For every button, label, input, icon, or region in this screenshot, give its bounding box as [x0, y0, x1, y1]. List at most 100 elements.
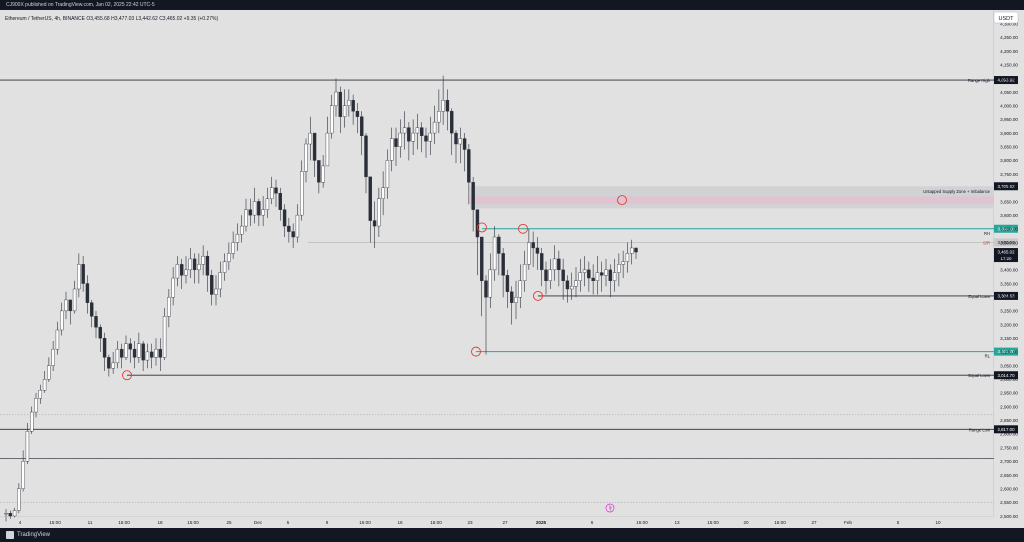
candle — [510, 286, 514, 325]
candle — [424, 127, 428, 158]
candle-body — [535, 247, 540, 254]
candle-body — [582, 269, 587, 273]
candle-body — [124, 343, 128, 358]
y-tick-label: 3,000.00 — [1000, 377, 1018, 382]
candle — [484, 275, 488, 355]
y-tick-label: 3,900.00 — [1000, 131, 1018, 136]
candle-body — [205, 255, 210, 276]
candle-body — [107, 357, 111, 369]
candle — [355, 102, 360, 134]
candle-body — [167, 296, 171, 317]
candle — [347, 89, 351, 117]
candle-body — [428, 132, 432, 142]
candle — [167, 288, 171, 328]
candle — [591, 264, 595, 295]
candle-body — [608, 269, 612, 281]
candle — [162, 308, 167, 361]
candle-body — [257, 201, 261, 216]
candle — [415, 113, 420, 150]
y-tick-label: 3,800.00 — [1000, 158, 1018, 163]
current-price-value: 3,465.02 — [997, 250, 1015, 255]
currency-button[interactable]: USDT — [993, 11, 1019, 24]
candle-body — [252, 201, 257, 216]
candle — [625, 242, 630, 273]
candle-body — [265, 198, 270, 210]
candle-body — [291, 231, 295, 238]
candle-body — [132, 348, 137, 358]
candle-body — [570, 286, 574, 290]
candle — [321, 154, 325, 188]
candle-body — [317, 160, 321, 183]
candle-body — [338, 91, 342, 117]
level-tag-bg — [994, 291, 1018, 300]
candle-body — [218, 272, 222, 290]
candle-body — [197, 264, 201, 271]
level-tag-bg — [994, 425, 1018, 434]
candle — [222, 253, 227, 281]
candle-body — [420, 127, 424, 137]
chart-area[interactable]: Untapped Supply Zone + Imbalance 3,705.62… — [0, 10, 1024, 528]
candle-body — [604, 269, 608, 276]
y-tick-label: 4,250.00 — [1000, 35, 1018, 40]
annotation-circle — [477, 222, 487, 233]
candle-body — [47, 365, 51, 380]
candle — [308, 116, 312, 161]
candle-body — [235, 234, 240, 243]
candle — [312, 132, 317, 177]
candle — [565, 275, 570, 303]
price-chart[interactable]: Untapped Supply Zone + Imbalance 3,705.62… — [0, 10, 1024, 528]
level-price-tag: 3,101.00 — [994, 347, 1018, 356]
y-tick-label: 3,200.00 — [1000, 322, 1018, 327]
candle — [325, 116, 330, 167]
candle — [480, 236, 484, 317]
candle-body — [574, 280, 578, 287]
candle-body — [475, 209, 480, 238]
snapshot-icon[interactable] — [605, 503, 615, 513]
candle-body — [634, 247, 638, 253]
candle-body — [60, 310, 64, 331]
candle — [372, 201, 377, 248]
y-tick-label: 2,600.00 — [1000, 486, 1018, 491]
candle-body — [612, 272, 617, 281]
candle — [450, 108, 454, 155]
candle-body — [552, 258, 557, 271]
candle-body — [21, 461, 25, 489]
sr-price-tag: 3,500.00 — [994, 238, 1018, 247]
candle — [128, 338, 132, 363]
candle-body — [540, 253, 544, 271]
candle-body — [64, 299, 68, 312]
candle-body — [222, 261, 227, 273]
y-tick-label: 3,950.00 — [1000, 117, 1018, 122]
candle — [77, 253, 81, 298]
candle-body — [565, 280, 570, 290]
candle — [34, 392, 38, 418]
candle — [102, 332, 107, 372]
candle — [441, 75, 445, 125]
level-price-tag: 4,093.92 — [994, 76, 1018, 85]
candle-body — [501, 253, 505, 276]
candle — [197, 253, 201, 284]
candle-body — [445, 100, 450, 112]
candle-body — [38, 389, 42, 399]
candle-body — [488, 269, 492, 298]
candle-body — [398, 132, 402, 147]
candle — [612, 258, 617, 292]
supply-zone-tag-text: 3,705.62 — [997, 184, 1015, 189]
candle-body — [227, 253, 231, 262]
candle — [38, 384, 42, 404]
candle-body — [454, 132, 458, 145]
y-tick-label: 3,850.00 — [1000, 145, 1018, 150]
candle-body — [231, 242, 235, 254]
symbol-legend: Ethereum / TetherUS, 4h, BINANCE O3,455.… — [5, 16, 218, 22]
candle-body — [347, 100, 351, 106]
candle-body — [120, 348, 124, 358]
candle — [265, 187, 270, 218]
candle-body — [415, 127, 420, 134]
candle — [364, 133, 368, 194]
candle — [617, 253, 621, 287]
candle — [462, 133, 467, 172]
imbalance-zone — [470, 196, 994, 204]
candle-body — [17, 488, 21, 511]
candle-body — [621, 261, 625, 265]
